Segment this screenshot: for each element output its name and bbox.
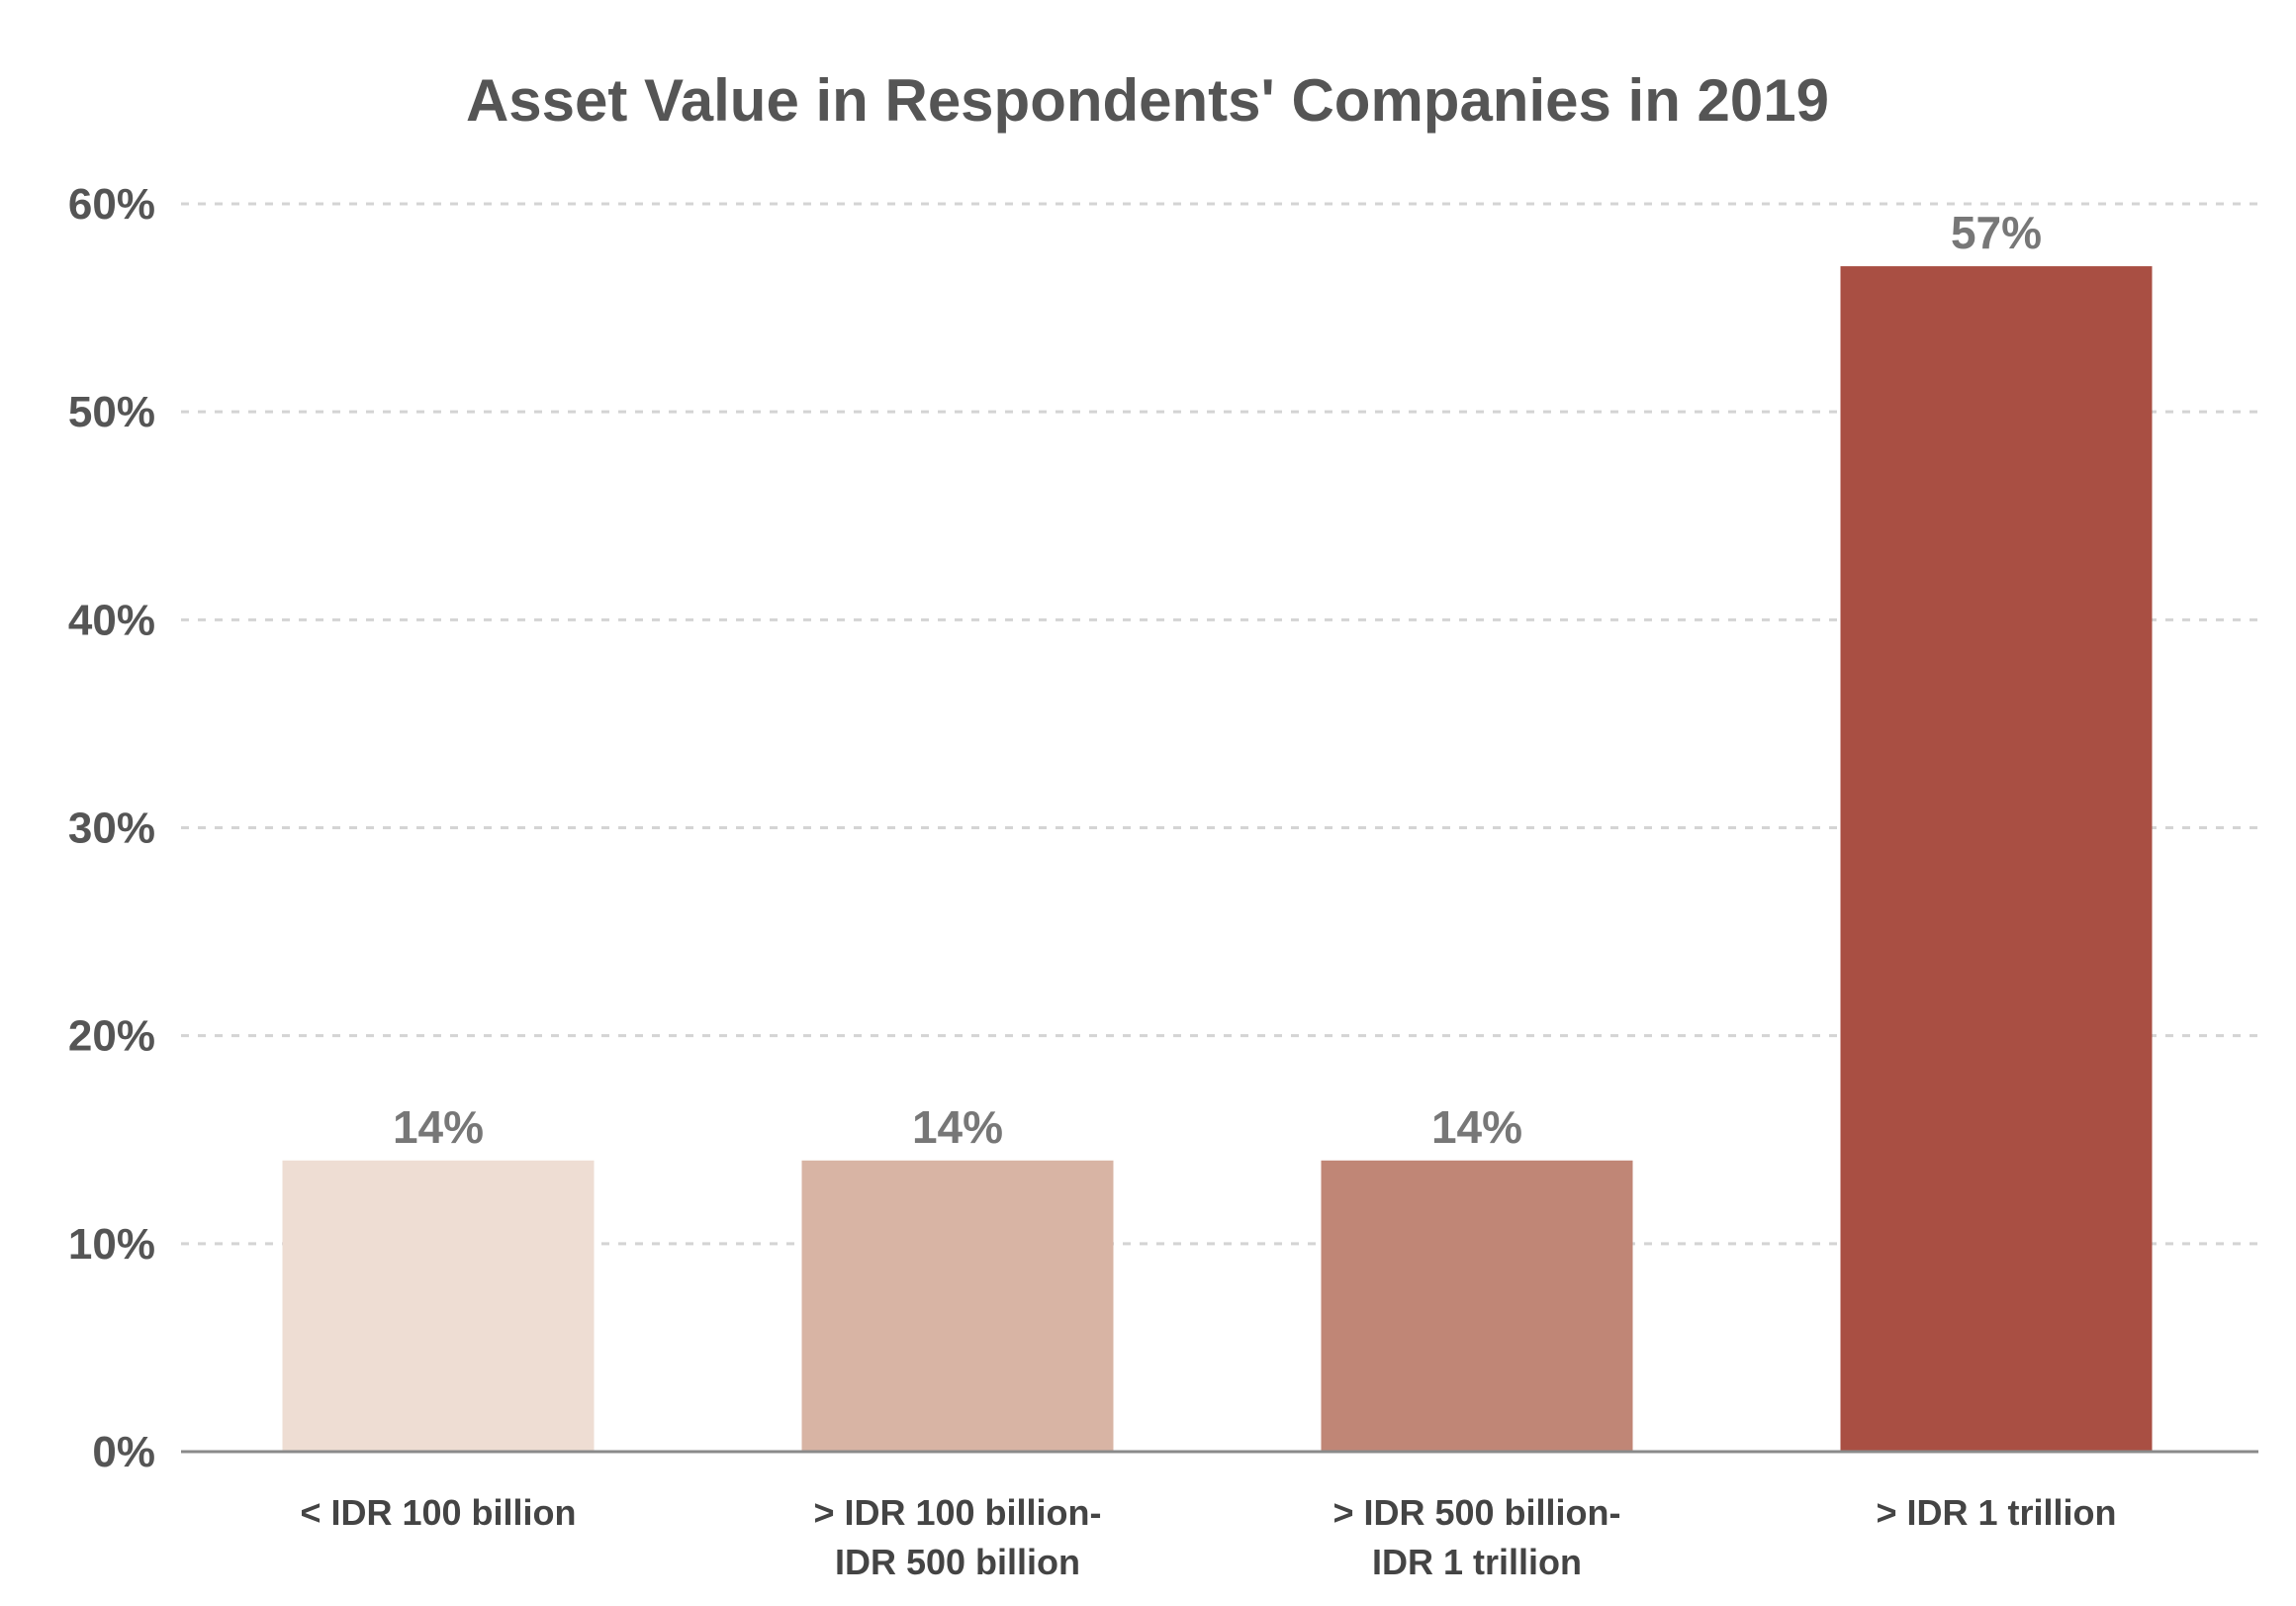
y-tick-label: 30% xyxy=(68,804,155,853)
y-tick-label: 50% xyxy=(68,388,155,436)
bar-value-label: 14% xyxy=(912,1101,1003,1153)
bar xyxy=(1321,1160,1633,1452)
category-label: < IDR 100 billion xyxy=(300,1492,576,1533)
bar xyxy=(1840,266,2153,1452)
y-tick-label: 10% xyxy=(68,1220,155,1269)
chart-title: Asset Value in Respondents' Companies in… xyxy=(466,67,1829,134)
x-axis-category-labels: < IDR 100 billion > IDR 100 billion- IDR 5… xyxy=(300,1492,2116,1582)
y-tick-label: 60% xyxy=(68,180,155,229)
y-tick-label: 0% xyxy=(92,1428,155,1476)
category-label: > IDR 500 billion- xyxy=(1332,1492,1620,1533)
y-tick-label: 40% xyxy=(68,596,155,644)
y-axis-tick-labels: 0% 10% 20% 30% 40% 50% 60% xyxy=(68,180,155,1476)
bars xyxy=(282,266,2153,1452)
bar-value-label: 14% xyxy=(1431,1101,1522,1153)
bar-value-label: 14% xyxy=(393,1101,484,1153)
category-label: IDR 1 trillion xyxy=(1372,1542,1582,1582)
category-label: > IDR 1 trillion xyxy=(1876,1492,2116,1533)
y-tick-label: 20% xyxy=(68,1012,155,1061)
bar-value-label: 57% xyxy=(1951,207,2042,258)
data-labels: 14% 14% 14% 57% xyxy=(393,207,2042,1153)
category-label: > IDR 100 billion- xyxy=(813,1492,1101,1533)
bar xyxy=(282,1160,595,1452)
bar xyxy=(801,1160,1114,1452)
category-label: IDR 500 billion xyxy=(835,1542,1080,1582)
